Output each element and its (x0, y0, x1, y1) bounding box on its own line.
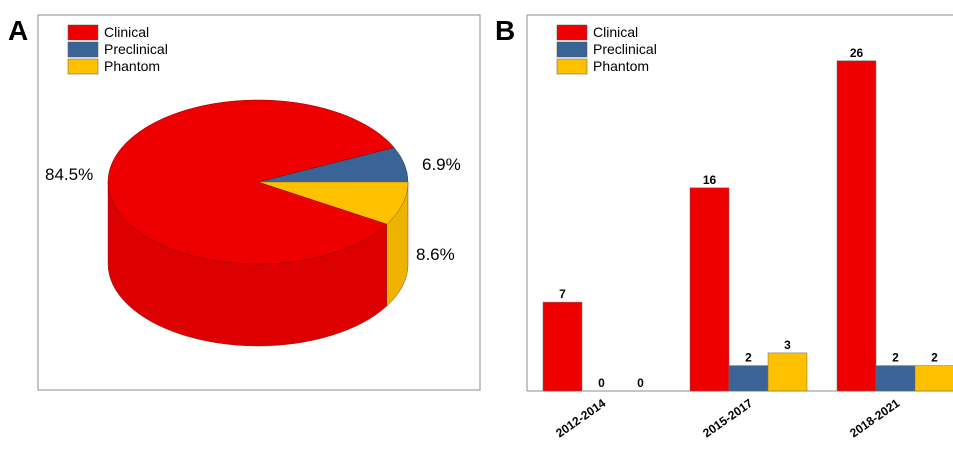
pie-chart: 84.5% 6.9% 8.6% (45, 99, 461, 347)
bar-phantom-2015-2017 (767, 352, 808, 392)
pie-legend-swatch-phantom (67, 58, 99, 75)
pie-value-label-preclinical: 6.9% (422, 155, 461, 174)
bar-legend-swatch-preclinical (556, 41, 588, 58)
panel-a-letter: A (8, 15, 28, 46)
bar-legend-label-preclinical: Preclinical (593, 41, 657, 57)
pie-value-label-phantom: 8.6% (416, 245, 455, 264)
bar-legend-swatch-clinical (556, 24, 588, 41)
pie-value-label-clinical: 84.5% (45, 165, 93, 184)
x-tick-label-2012-2014: 2012-2014 (553, 396, 608, 441)
pie-slice-clinical (107, 99, 395, 265)
x-tick-label-2018-2021: 2018-2021 (847, 396, 902, 441)
bar-value-label-phantom-2012-2014: 0 (637, 376, 644, 390)
bar-value-label-preclinical-2012-2014: 0 (598, 376, 605, 390)
bar-clinical-2012-2014 (542, 301, 583, 392)
bar-legend-label-clinical: Clinical (593, 24, 638, 40)
panel-b-letter: B (495, 15, 515, 46)
bar-legend-label-phantom: Phantom (593, 58, 649, 74)
pie-legend-swatch-preclinical (67, 41, 99, 58)
pie-legend-label-phantom: Phantom (104, 58, 160, 74)
pie-legend-label-preclinical: Preclinical (104, 41, 168, 57)
pie-legend-swatch-clinical (67, 24, 99, 41)
bar-preclinical-2018-2021 (875, 365, 916, 392)
bar-value-label-clinical-2012-2014: 7 (559, 287, 566, 301)
bar-value-label-phantom-2018-2021: 2 (931, 351, 938, 365)
bar-phantom-2018-2021 (914, 365, 953, 392)
bar-value-label-clinical-2018-2021: 26 (850, 46, 864, 60)
bar-legend-swatch-phantom (556, 58, 588, 75)
bar-clinical-2015-2017 (689, 187, 730, 392)
bar-preclinical-2015-2017 (728, 365, 769, 392)
bar-clinical-2018-2021 (836, 60, 877, 392)
bar-value-label-preclinical-2015-2017: 2 (745, 351, 752, 365)
x-tick-label-2015-2017: 2015-2017 (700, 396, 755, 441)
bar-value-label-preclinical-2018-2021: 2 (892, 351, 899, 365)
pie-legend-label-clinical: Clinical (104, 24, 149, 40)
bar-value-label-phantom-2015-2017: 3 (784, 338, 791, 352)
bar-value-label-clinical-2015-2017: 16 (703, 173, 717, 187)
bar-chart: 7 0 0 2012-2014 16 2 3 2015-2017 26 2 2 2018-2021 (542, 46, 953, 441)
